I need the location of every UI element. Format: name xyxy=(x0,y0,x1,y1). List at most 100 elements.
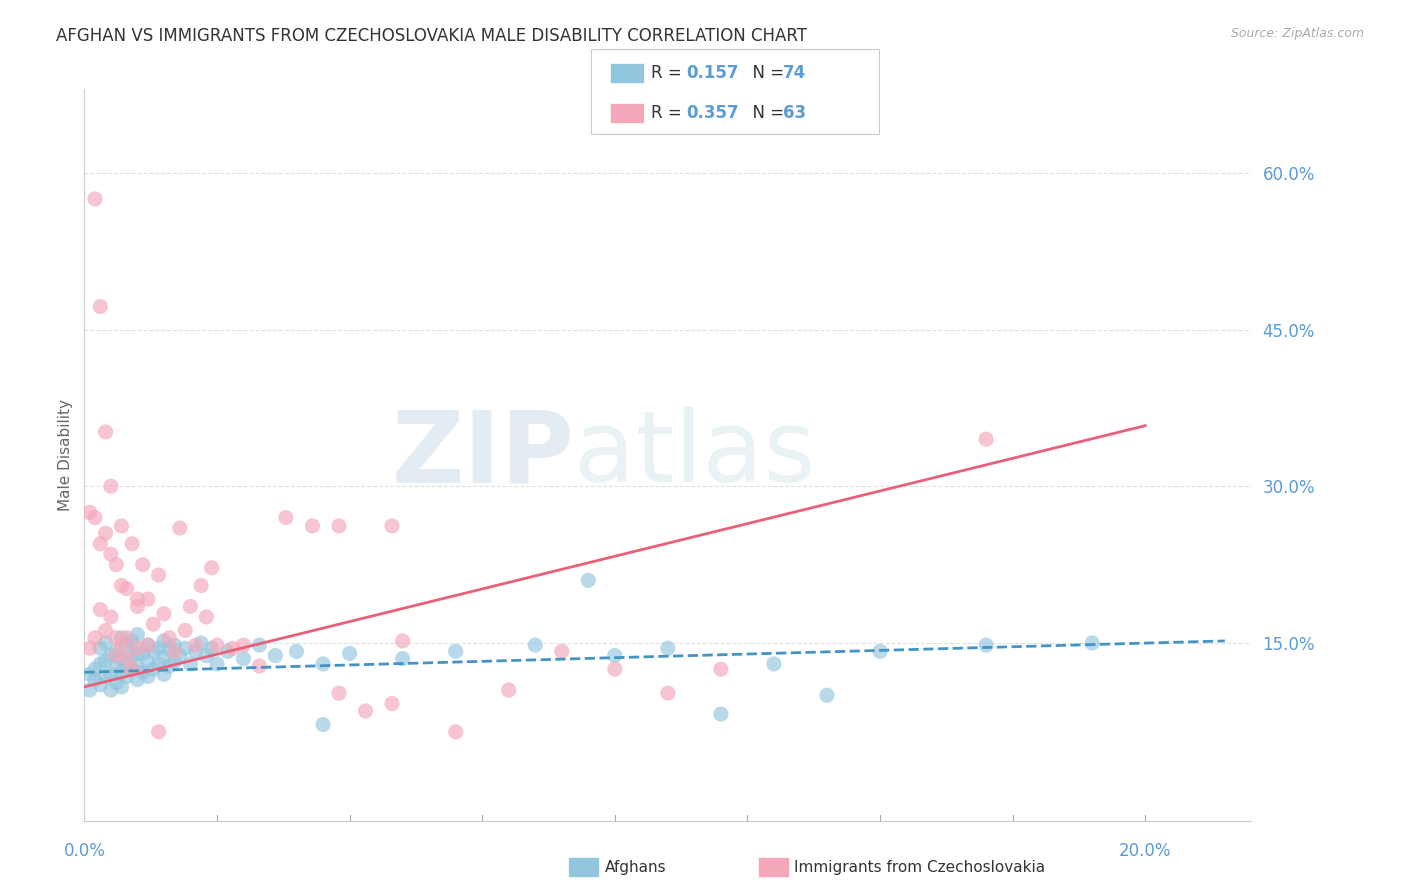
Point xyxy=(148,641,170,656)
Point xyxy=(444,644,467,658)
Point xyxy=(84,510,107,524)
Point xyxy=(94,654,117,668)
Text: ZIP: ZIP xyxy=(392,407,575,503)
Point xyxy=(184,638,207,652)
Point xyxy=(157,631,180,645)
Point xyxy=(157,659,180,673)
Point xyxy=(94,636,117,650)
Point xyxy=(84,673,107,687)
Point xyxy=(657,641,679,656)
Point xyxy=(249,659,271,673)
Point xyxy=(710,707,733,722)
Point xyxy=(217,644,239,658)
Point xyxy=(89,300,111,314)
Point xyxy=(391,651,413,665)
Point xyxy=(285,644,308,658)
Text: Immigrants from Czechoslovakia: Immigrants from Czechoslovakia xyxy=(794,860,1046,874)
Point xyxy=(100,479,122,493)
Point xyxy=(84,192,107,206)
Point xyxy=(153,607,176,621)
Point xyxy=(232,651,254,665)
Point xyxy=(127,647,149,661)
Point xyxy=(127,641,149,656)
Point xyxy=(312,717,335,731)
Point xyxy=(148,568,170,582)
Point xyxy=(163,655,186,669)
Point xyxy=(179,599,201,614)
Point xyxy=(115,582,138,596)
Point xyxy=(110,631,132,645)
Point xyxy=(127,673,149,687)
Point xyxy=(190,636,212,650)
Point xyxy=(79,667,101,681)
Point xyxy=(115,669,138,683)
Point xyxy=(222,641,245,656)
Point xyxy=(815,688,838,702)
Text: R =: R = xyxy=(651,64,692,82)
Point xyxy=(115,638,138,652)
Point xyxy=(89,602,111,616)
Point xyxy=(105,675,128,690)
Point xyxy=(121,634,143,648)
Point xyxy=(142,617,165,632)
Point xyxy=(195,648,218,663)
Text: 74: 74 xyxy=(783,64,807,82)
Point xyxy=(100,667,122,681)
Point xyxy=(110,665,132,680)
Point xyxy=(94,669,117,683)
Point xyxy=(391,634,413,648)
Point xyxy=(274,510,297,524)
Point xyxy=(576,574,599,588)
Point xyxy=(115,657,138,671)
Point xyxy=(105,660,128,674)
Point xyxy=(603,662,626,676)
Text: R =: R = xyxy=(651,104,692,122)
Point xyxy=(105,648,128,663)
Point xyxy=(79,683,101,698)
Point xyxy=(551,644,574,658)
Point xyxy=(110,638,132,652)
Point xyxy=(354,704,377,718)
Text: 0.157: 0.157 xyxy=(686,64,738,82)
Point xyxy=(79,505,101,519)
Point xyxy=(94,425,117,439)
Point xyxy=(232,638,254,652)
Point xyxy=(84,662,107,676)
Point xyxy=(762,657,785,671)
Point xyxy=(110,651,132,665)
Point xyxy=(94,526,117,541)
Text: 0.357: 0.357 xyxy=(686,104,738,122)
Point xyxy=(381,697,404,711)
Point xyxy=(148,657,170,671)
Point xyxy=(121,648,143,663)
Y-axis label: Male Disability: Male Disability xyxy=(58,399,73,511)
Point xyxy=(869,644,891,658)
Point xyxy=(84,631,107,645)
Text: 63: 63 xyxy=(783,104,806,122)
Point xyxy=(657,686,679,700)
Point xyxy=(127,599,149,614)
Text: atlas: atlas xyxy=(575,407,815,503)
Point xyxy=(249,638,271,652)
Point xyxy=(115,651,138,665)
Point xyxy=(974,638,997,652)
Point xyxy=(79,641,101,656)
Text: AFGHAN VS IMMIGRANTS FROM CZECHOSLOVAKIA MALE DISABILITY CORRELATION CHART: AFGHAN VS IMMIGRANTS FROM CZECHOSLOVAKIA… xyxy=(56,27,807,45)
Point xyxy=(264,648,287,663)
Point xyxy=(136,592,159,607)
Point xyxy=(89,641,111,656)
Point xyxy=(312,657,335,671)
Point xyxy=(163,644,186,658)
Point xyxy=(205,657,228,671)
Point xyxy=(169,521,191,535)
Point xyxy=(136,655,159,669)
Point xyxy=(127,627,149,641)
Text: 20.0%: 20.0% xyxy=(1119,841,1171,860)
Point xyxy=(89,678,111,692)
Point xyxy=(498,683,520,698)
Point xyxy=(190,578,212,592)
Point xyxy=(184,644,207,658)
Point xyxy=(174,641,197,656)
Point xyxy=(142,662,165,676)
Point xyxy=(89,657,111,671)
